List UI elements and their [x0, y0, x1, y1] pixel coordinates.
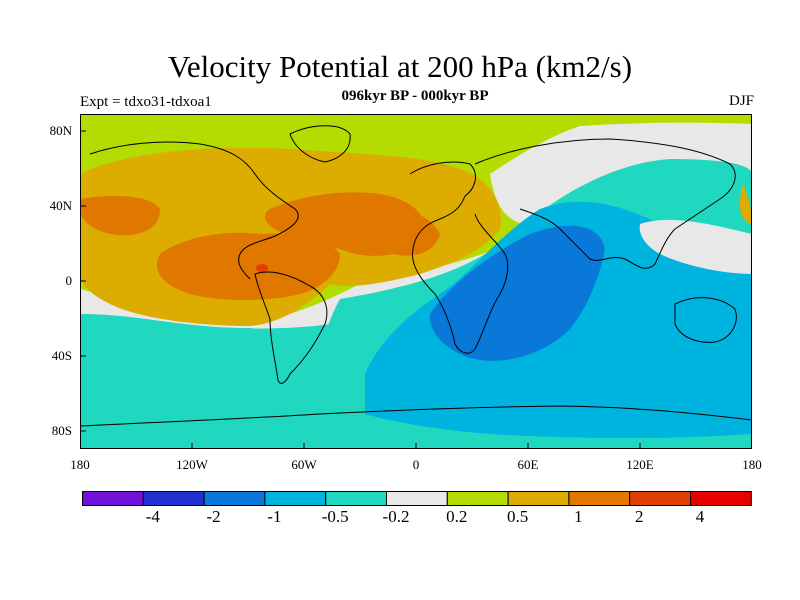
colorbar-label: -0.2 — [382, 507, 410, 526]
lon-tick-180e: 180 — [742, 457, 762, 472]
lon-tick-180w: 180 — [70, 457, 90, 472]
axis-ticks — [80, 130, 641, 449]
field-dark-orange-atlantic — [375, 207, 440, 256]
colorbar-label: -1 — [267, 507, 282, 526]
colorbar-box-6 — [446, 491, 509, 506]
coast-australia — [674, 297, 737, 343]
coast-greenland — [289, 125, 351, 163]
lat-tick-80n: 80N — [49, 123, 72, 138]
colorbar-box-5 — [386, 491, 448, 506]
colorbar-box-7 — [507, 491, 570, 506]
colorbar-label: 2 — [634, 507, 644, 526]
colorbar-label: 1 — [574, 507, 583, 526]
velocity-potential-map — [80, 114, 752, 449]
lat-tick-40s: 40S — [51, 348, 72, 363]
coast-south-america — [254, 271, 328, 384]
lat-tick-80s: 80S — [51, 423, 72, 438]
lat-tick-0: 0 — [65, 273, 73, 288]
coast-europe-africa — [409, 161, 509, 354]
colorbar-label: -4 — [145, 507, 160, 526]
lat-tick-40n: 40N — [49, 198, 72, 213]
field-teal-southwest — [80, 324, 330, 414]
colorbar-label: -0.5 — [321, 507, 349, 526]
field-blue-core — [429, 225, 605, 361]
colorbar-label: 0.2 — [446, 507, 468, 526]
lon-tick-60w: 60W — [291, 457, 317, 472]
colorbar-box-0 — [82, 491, 144, 506]
season-label: DJF — [728, 93, 754, 109]
coast-asia — [474, 138, 736, 269]
lon-tick-120w: 120W — [176, 457, 208, 472]
colorbar — [82, 491, 752, 506]
colorbar-box-1 — [142, 491, 205, 506]
colorbar-label: 0.5 — [506, 507, 529, 526]
colorbar-box-9 — [629, 491, 692, 506]
field-near-zero-nw-pacific — [639, 219, 752, 274]
lon-tick-0: 0 — [412, 457, 420, 472]
colorbar-box-4 — [325, 491, 387, 506]
colorbar-box-10 — [690, 491, 752, 506]
colorbar-label: -2 — [206, 507, 221, 526]
colorbar-box-2 — [203, 491, 266, 506]
field-red-spot — [256, 264, 268, 272]
experiment-label: Expt = tdxo31-tdxoa1 — [80, 94, 212, 110]
map-title: Velocity Potential at 200 hPa (km2/s) — [167, 49, 633, 84]
coast-antarctica — [80, 405, 752, 427]
colorbar-box-3 — [264, 491, 327, 506]
coast-north-america — [89, 141, 299, 280]
colorbar-box-8 — [568, 491, 631, 506]
map-subtitle: 096kyr BP - 000kyr BP — [341, 88, 489, 104]
colorbar-label: 4 — [695, 507, 705, 526]
lon-tick-120e: 120E — [626, 457, 654, 472]
lon-tick-60e: 60E — [517, 457, 539, 472]
field-orange-east — [739, 184, 752, 224]
coastlines — [80, 125, 752, 427]
field-dark-orange-west — [156, 232, 340, 300]
field-dark-orange-pacific — [80, 196, 160, 236]
